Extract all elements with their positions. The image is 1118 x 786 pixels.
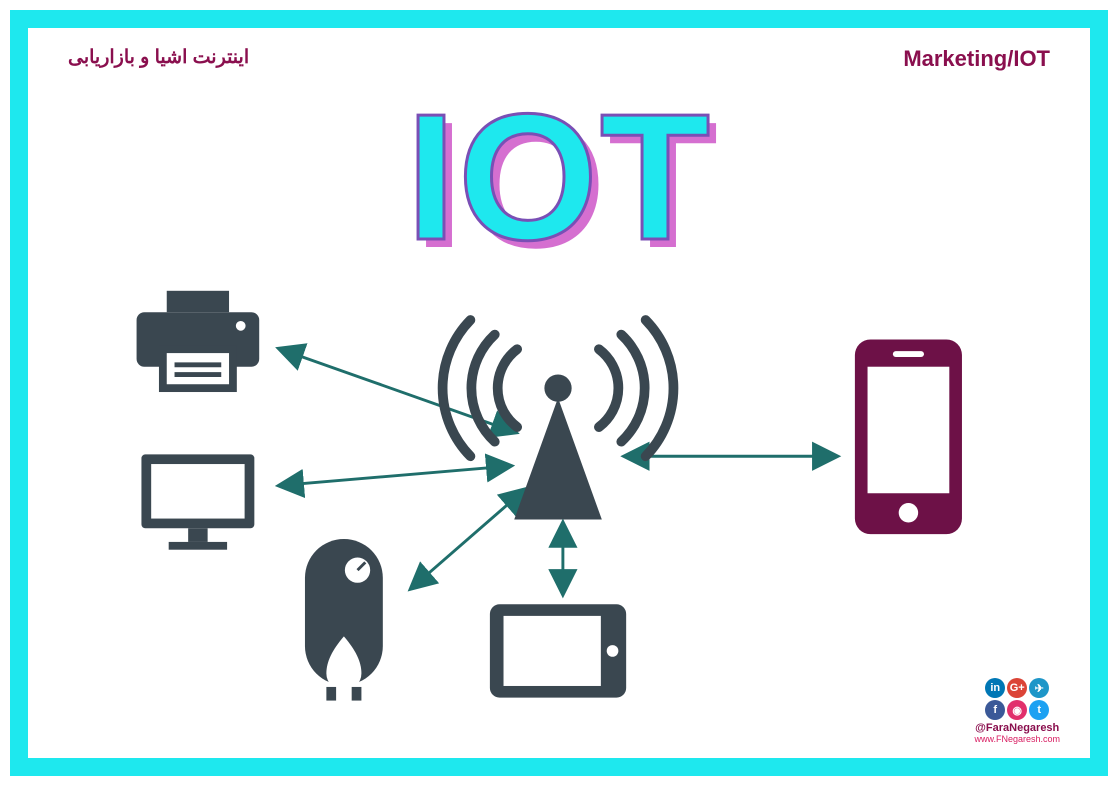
linkedin-icon: in: [985, 678, 1005, 698]
social-row-2: f ◉ t: [974, 700, 1060, 720]
twitter-icon: t: [1029, 700, 1049, 720]
hero-iot-text: IOT: [406, 88, 712, 268]
edges: [281, 349, 836, 592]
tablet-icon: [490, 604, 626, 697]
edge-printer: [281, 349, 515, 432]
footer: in G+ ✈ f ◉ t @FaraNegaresh www.FNegares…: [974, 678, 1060, 744]
printer-icon: [137, 291, 260, 388]
broadcast-tower-icon: [443, 320, 674, 520]
smartphone-icon: [855, 339, 962, 534]
social-row-1: in G+ ✈: [974, 678, 1060, 698]
googleplus-icon: G+: [1007, 678, 1027, 698]
footer-handle: @FaraNegaresh: [974, 722, 1060, 734]
water-heater-icon: [305, 539, 383, 701]
facebook-icon: f: [985, 700, 1005, 720]
title-persian: اینترنت اشیا و بازاریابی: [68, 46, 249, 69]
telegram-icon: ✈: [1029, 678, 1049, 698]
edge-water-heater: [412, 490, 524, 587]
outer-frame: اینترنت اشیا و بازاریابی Marketing/IOT I…: [10, 10, 1108, 776]
instagram-icon: ◉: [1007, 700, 1027, 720]
title-english: Marketing/IOT: [903, 46, 1050, 72]
footer-site: www.FNegaresh.com: [974, 734, 1060, 744]
edge-monitor: [281, 466, 510, 485]
monitor-icon: [141, 454, 254, 549]
